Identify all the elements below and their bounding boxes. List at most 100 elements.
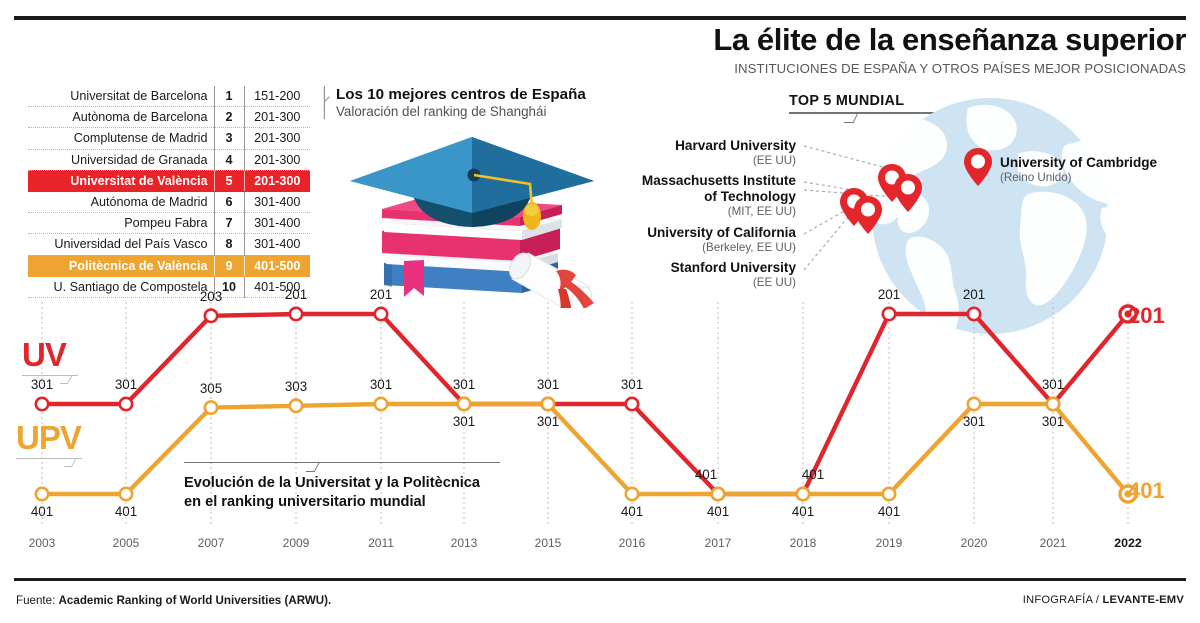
chart-point-upv-2005: [118, 486, 134, 502]
chart-xtick-2018: 2018: [789, 536, 817, 550]
map-pin-icon-mit: [894, 174, 922, 212]
chart-xtick-2009: 2009: [282, 536, 310, 550]
chart-point-uv-2009: [288, 306, 304, 322]
table-row: U. Santiago de Compostela 10 401-500: [28, 276, 310, 298]
table-callout: Los 10 mejores centros de España Valorac…: [322, 86, 586, 119]
harvard-country: (EE UU): [752, 154, 796, 167]
mit-name-line1: Massachusetts Institute: [641, 173, 796, 188]
page-subtitle: INSTITUCIONES DE ESPAÑA Y OTROS PAÍSES M…: [734, 61, 1186, 76]
chart-point-uv-2003: [34, 396, 50, 412]
endpoint-value-upv: 401: [1128, 478, 1165, 503]
university-range: 301-400: [244, 233, 310, 256]
ranking-table: Universitat de Barcelona 1 151-200 Autòn…: [28, 86, 310, 298]
chart-callout-tick-icon: [305, 463, 320, 472]
ranking-table-body: Universitat de Barcelona 1 151-200 Autòn…: [28, 86, 310, 298]
chart-line-upv: [39, 401, 1131, 497]
table-row: Autónoma de Madrid 6 301-400: [28, 191, 310, 214]
university-range: 151-200: [244, 86, 310, 108]
chart-point-upv-2017: [710, 486, 726, 502]
table-row: Pompeu Fabra 7 301-400: [28, 212, 310, 235]
chart-xtick-2017: 2017: [704, 536, 732, 550]
chart-value-uv-2018: 401: [801, 467, 825, 482]
university-position: 2: [213, 106, 245, 129]
chart-xtick-2019: 2019: [875, 536, 903, 550]
university-position: 7: [213, 212, 245, 235]
university-name: Universitat de València: [28, 170, 214, 192]
chart-point-uv-2016: [624, 396, 640, 412]
chart-value-upv-2007: 305: [199, 380, 223, 396]
table-row: Universidad de Granada 4 201-300: [28, 149, 310, 171]
chart-point-upv-2021: [1045, 396, 1061, 412]
university-range: 201-300: [244, 127, 310, 150]
top-rule: [14, 16, 1186, 20]
university-range: 201-300: [244, 149, 310, 171]
chart-point-upv-2011: [373, 396, 389, 412]
table-row: Complutense de Madrid 3 201-300: [28, 127, 310, 150]
chart-value-uv-2005: 301: [114, 377, 138, 392]
chart-value-uv-2021: 301: [1041, 377, 1065, 392]
chart-point-upv-2020: [966, 396, 982, 412]
legend-uv-rule: [22, 375, 78, 377]
university-position: 10: [213, 276, 245, 298]
chart-xtick-2016: 2016: [618, 536, 646, 550]
chart-value-uv-2020: 201: [962, 287, 986, 302]
university-position: 9: [213, 255, 245, 277]
university-name: Autónoma de Madrid: [28, 191, 214, 214]
university-position: 4: [213, 149, 245, 171]
table-row-highlighted-upv: Politècnica de València 9 401-500: [28, 255, 310, 277]
university-range: 401-500: [244, 276, 310, 298]
chart-point-uv-2019: [881, 306, 897, 322]
university-range: 201-300: [244, 170, 310, 192]
chart-value-uv-2015: 301: [536, 377, 560, 392]
chart-xtick-2015: 2015: [534, 536, 562, 550]
map-pin-icon-stanford: [854, 196, 882, 234]
table-row-highlighted-uv: Universitat de València 5 201-300: [28, 170, 310, 192]
ranking-evolution-chart: 301 301 203 201 201 301 301 301 401 401 201 201 301 4…: [0, 287, 1200, 560]
bottom-rule: [14, 578, 1186, 581]
chart-value-upv-2003: 401: [30, 504, 54, 519]
mit-country: (MIT, EE UU): [727, 205, 796, 218]
chart-callout-rule: [184, 462, 500, 464]
chart-xtick-2013: 2013: [450, 536, 478, 550]
university-name: Pompeu Fabra: [28, 212, 214, 235]
chart-value-upv-2015: 301: [536, 414, 560, 429]
university-range: 301-400: [244, 212, 310, 235]
university-name: Complutense de Madrid: [28, 127, 214, 150]
harvard-name: Harvard University: [675, 138, 796, 153]
chart-point-upv-2019: [881, 486, 897, 502]
chart-value-uv-2009: 201: [284, 287, 308, 302]
label-mit: Massachusetts Institute of Technology (M…: [642, 173, 796, 219]
university-range: 201-300: [244, 106, 310, 129]
chart-line-uv: [39, 311, 1131, 497]
university-name: Universitat de Barcelona: [28, 86, 214, 108]
university-position: 6: [213, 191, 245, 214]
legend-upv-rule: [16, 458, 82, 460]
footer-credit: INFOGRAFÍA / LEVANTE-EMV: [1023, 594, 1184, 606]
chart-point-upv-2022: [1118, 484, 1138, 504]
chart-value-upv-2011: 301: [369, 377, 393, 392]
university-name: Universidad de Granada: [28, 149, 214, 171]
leader-lines: [803, 145, 909, 271]
university-position: 5: [213, 170, 245, 192]
chart-value-uv-2016: 301: [620, 377, 644, 392]
chart-xtick-2020: 2020: [960, 536, 988, 550]
chart-value-uv-2017: 401: [694, 467, 718, 482]
table-row: Autònoma de Barcelona 2 201-300: [28, 106, 310, 129]
footer-source-text: Academic Ranking of World Universities (…: [58, 594, 332, 607]
chart-point-upv-2009: [288, 398, 304, 414]
footer-source: Fuente: Academic Ranking of World Univer…: [16, 594, 331, 607]
table-row: Universidad del País Vasco 8 301-400: [28, 233, 310, 256]
chart-value-upv-2009: 303: [284, 378, 308, 394]
university-position: 8: [213, 233, 245, 256]
bracket-icon: [323, 86, 330, 119]
chart-point-upv-2003: [34, 486, 50, 502]
university-name: U. Santiago de Compostela: [28, 276, 214, 298]
chart-callout-line1: Evolución de la Universitat y la Politèc…: [184, 475, 481, 491]
label-berkeley: University of California (Berkeley, EE U…: [647, 225, 796, 255]
cambridge-country: (Reino Unido): [1000, 171, 1072, 184]
top5-label: TOP 5 MUNDIAL: [789, 93, 905, 109]
university-position: 1: [213, 86, 245, 108]
footer-credit-text: LEVANTE-EMV: [1102, 594, 1184, 606]
stanford-country: (EE UU): [752, 276, 796, 289]
chart-point-upv-2018: [795, 486, 811, 502]
